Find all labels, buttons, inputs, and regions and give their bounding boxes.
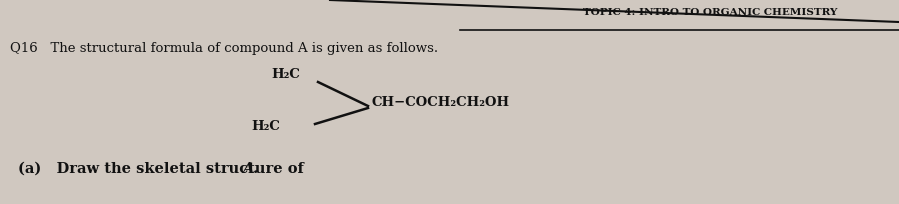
- Text: H₂C: H₂C: [271, 68, 300, 81]
- Text: (a)   Draw the skeletal structure of: (a) Draw the skeletal structure of: [18, 162, 309, 176]
- Text: CH−COCH₂CH₂OH: CH−COCH₂CH₂OH: [372, 96, 510, 109]
- Text: Q16   The structural formula of compound A is given as follows.: Q16 The structural formula of compound A…: [10, 42, 438, 55]
- Text: TOPIC 4: INTRO TO ORGANIC CHEMISTRY: TOPIC 4: INTRO TO ORGANIC CHEMISTRY: [583, 8, 837, 17]
- Text: A.: A.: [242, 162, 259, 176]
- Text: H₂C: H₂C: [251, 120, 280, 133]
